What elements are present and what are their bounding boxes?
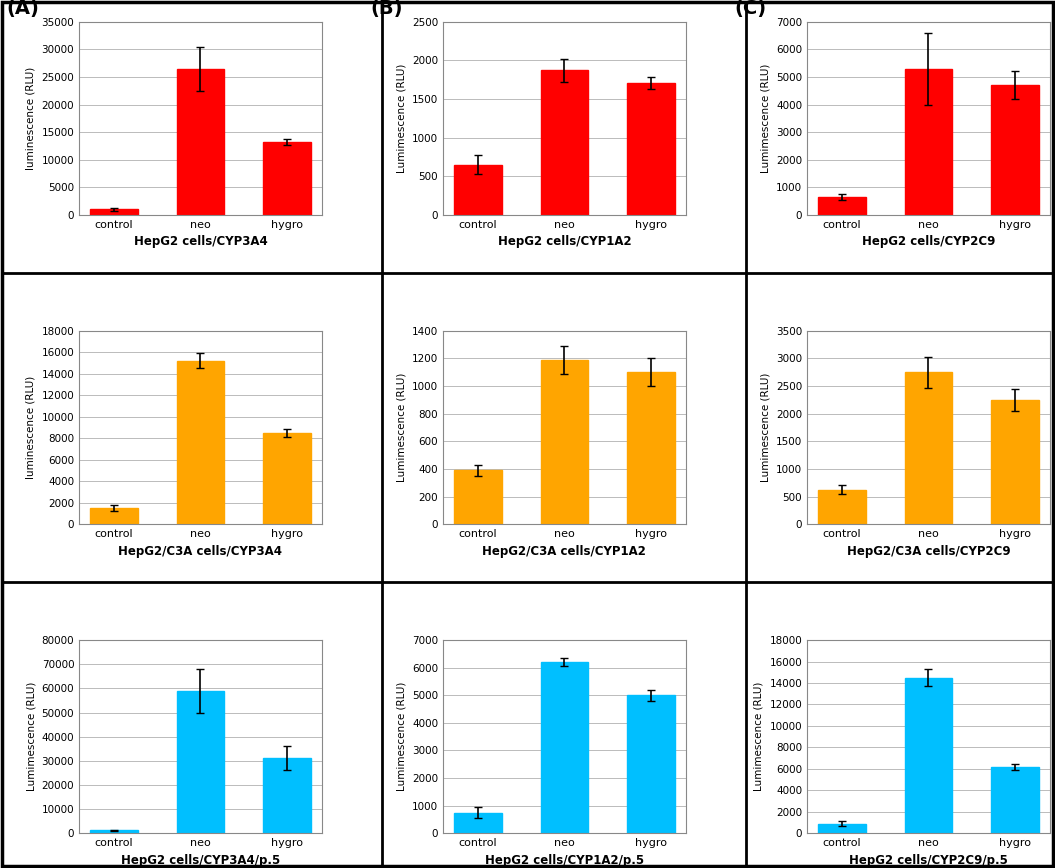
Y-axis label: luminescence (RLU): luminescence (RLU) bbox=[26, 376, 36, 479]
Y-axis label: luminescence (RLU): luminescence (RLU) bbox=[26, 67, 36, 170]
X-axis label: HepG2/C3A cells/CYP3A4: HepG2/C3A cells/CYP3A4 bbox=[118, 544, 283, 557]
Bar bbox=[540, 360, 589, 524]
Bar bbox=[540, 70, 589, 215]
Bar bbox=[991, 85, 1039, 215]
X-axis label: HepG2 cells/CYP1A2/p.5: HepG2 cells/CYP1A2/p.5 bbox=[485, 854, 644, 866]
X-axis label: HepG2 cells/CYP1A2: HepG2 cells/CYP1A2 bbox=[498, 235, 631, 248]
Bar bbox=[627, 82, 675, 215]
X-axis label: HepG2 cells/CYP3A4/p.5: HepG2 cells/CYP3A4/p.5 bbox=[121, 854, 280, 866]
Bar bbox=[263, 142, 311, 215]
Bar bbox=[904, 372, 953, 524]
X-axis label: HepG2 cells/CYP3A4: HepG2 cells/CYP3A4 bbox=[134, 235, 267, 248]
Y-axis label: Lumimescence (RLU): Lumimescence (RLU) bbox=[754, 682, 764, 792]
Bar bbox=[991, 766, 1039, 833]
Bar bbox=[263, 759, 311, 833]
Bar bbox=[454, 165, 502, 215]
Bar bbox=[904, 678, 953, 833]
Bar bbox=[991, 400, 1039, 524]
Bar bbox=[176, 361, 225, 524]
X-axis label: HepG2/C3A cells/CYP1A2: HepG2/C3A cells/CYP1A2 bbox=[482, 544, 647, 557]
Bar bbox=[454, 470, 502, 524]
Bar bbox=[818, 824, 866, 833]
Bar bbox=[176, 691, 225, 833]
Text: (A): (A) bbox=[6, 0, 39, 17]
Bar bbox=[627, 695, 675, 833]
Y-axis label: Lumimescence (RLU): Lumimescence (RLU) bbox=[26, 682, 36, 792]
Bar bbox=[818, 490, 866, 524]
Bar bbox=[90, 508, 138, 524]
Text: (B): (B) bbox=[370, 0, 403, 17]
Bar bbox=[818, 197, 866, 215]
Bar bbox=[263, 433, 311, 524]
Bar bbox=[904, 69, 953, 215]
Y-axis label: Lumimescence (RLU): Lumimescence (RLU) bbox=[397, 682, 406, 792]
Y-axis label: Lumimescence (RLU): Lumimescence (RLU) bbox=[397, 63, 406, 173]
Y-axis label: Lumimescence (RLU): Lumimescence (RLU) bbox=[397, 372, 406, 483]
Text: (C): (C) bbox=[734, 0, 766, 17]
Bar bbox=[454, 812, 502, 833]
Y-axis label: Lumimescence (RLU): Lumimescence (RLU) bbox=[761, 372, 770, 483]
Bar bbox=[90, 209, 138, 215]
X-axis label: HepG2 cells/CYP2C9: HepG2 cells/CYP2C9 bbox=[862, 235, 995, 248]
Bar bbox=[540, 662, 589, 833]
Bar bbox=[90, 831, 138, 833]
X-axis label: HepG2 cells/CYP2C9/p.5: HepG2 cells/CYP2C9/p.5 bbox=[849, 854, 1008, 866]
X-axis label: HepG2/C3A cells/CYP2C9: HepG2/C3A cells/CYP2C9 bbox=[846, 544, 1011, 557]
Bar bbox=[627, 372, 675, 524]
Bar bbox=[176, 69, 225, 215]
Y-axis label: Lumimescence (RLU): Lumimescence (RLU) bbox=[761, 63, 770, 173]
